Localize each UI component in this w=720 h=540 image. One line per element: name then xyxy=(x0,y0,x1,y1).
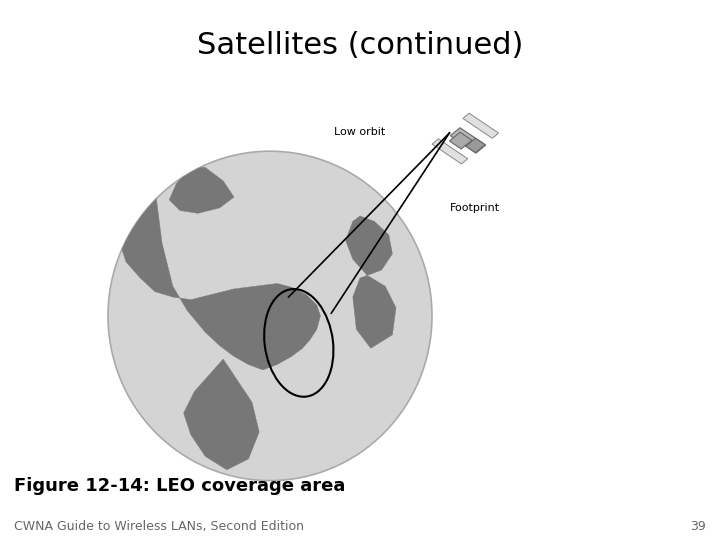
Polygon shape xyxy=(449,132,472,149)
Text: Figure 12-14: LEO coverage area: Figure 12-14: LEO coverage area xyxy=(14,477,346,495)
Polygon shape xyxy=(346,216,392,275)
Text: Footprint: Footprint xyxy=(450,203,500,213)
Text: 39: 39 xyxy=(690,520,706,533)
Text: Satellites (continued): Satellites (continued) xyxy=(197,31,523,60)
Polygon shape xyxy=(432,139,468,164)
Polygon shape xyxy=(353,275,396,348)
Polygon shape xyxy=(119,186,320,370)
Ellipse shape xyxy=(108,151,432,481)
Text: CWNA Guide to Wireless LANs, Second Edition: CWNA Guide to Wireless LANs, Second Edit… xyxy=(14,520,305,533)
Polygon shape xyxy=(450,128,486,153)
Text: Low orbit: Low orbit xyxy=(334,127,385,137)
Polygon shape xyxy=(184,359,259,470)
Polygon shape xyxy=(463,113,498,138)
Polygon shape xyxy=(466,138,485,153)
Polygon shape xyxy=(169,167,234,213)
